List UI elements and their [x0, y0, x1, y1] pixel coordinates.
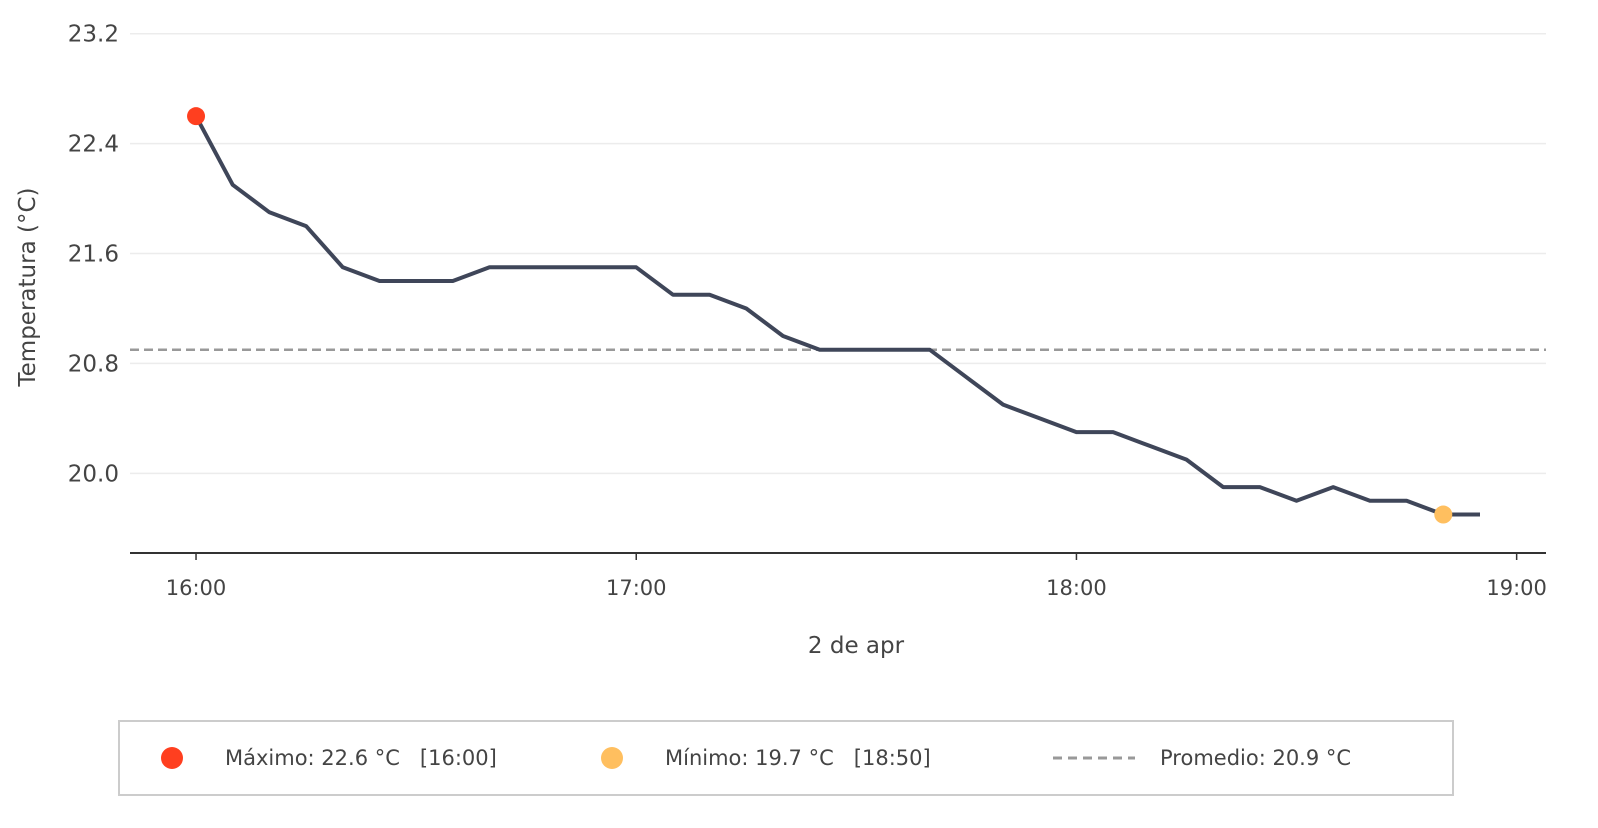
x-tick-label: 19:00 [1486, 576, 1547, 600]
legend-box [118, 720, 1454, 796]
min-point-marker [1434, 505, 1453, 524]
x-tick-label: 17:00 [606, 576, 667, 600]
x-tick-label: 18:00 [1046, 576, 1107, 600]
legend-min-label: Mínimo: 19.7 °C [18:50] [665, 746, 931, 770]
x-axis-title: 2 de apr [808, 633, 905, 659]
y-axis: 20.0 20.8 21.6 22.4 23.2 [68, 22, 119, 488]
y-tick-label: 20.8 [68, 351, 119, 377]
x-tick-label: 16:00 [166, 576, 227, 600]
y-tick-label: 21.6 [68, 242, 119, 268]
y-axis-title: Temperatura (°C) [15, 188, 41, 388]
legend-min-marker [601, 747, 623, 769]
max-point-marker [187, 107, 206, 126]
legend-max-label: Máximo: 22.6 °C [16:00] [225, 746, 497, 770]
x-axis: 16:00 17:00 18:00 19:00 [130, 552, 1547, 600]
y-tick-label: 22.4 [68, 132, 119, 158]
y-tick-label: 20.0 [68, 461, 119, 487]
legend-average-label: Promedio: 20.9 °C [1160, 746, 1351, 770]
grid-lines [130, 32, 1546, 475]
legend-max-marker [161, 747, 183, 769]
temperature-series-line [194, 115, 1480, 517]
legend: Máximo: 22.6 °C [16:00] Mínimo: 19.7 °C … [118, 720, 1454, 796]
y-tick-label: 23.2 [68, 22, 119, 48]
